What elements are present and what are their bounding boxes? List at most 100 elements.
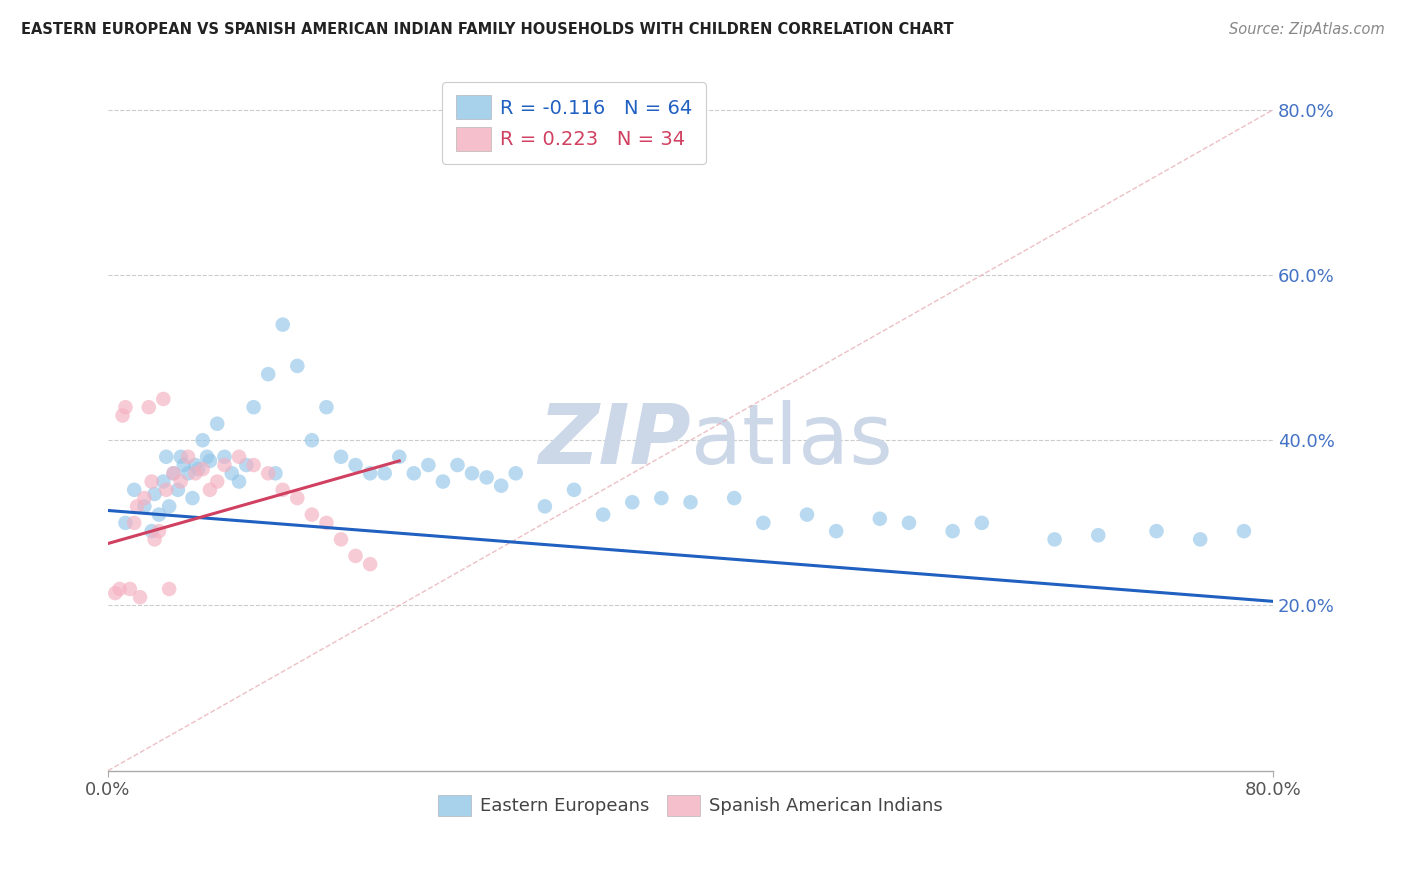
Point [134,491,156,505]
Point [315,401,337,415]
Point [184,458,207,472]
Point [257,467,280,481]
Point [344,458,367,472]
Point [170,475,193,489]
Point [359,557,381,571]
Point [489,478,512,492]
Point [114,516,136,530]
Point [221,467,243,481]
Point [621,495,644,509]
Point [122,516,145,530]
Point [214,450,236,464]
Point [148,508,170,522]
Point [315,516,337,530]
Point [141,524,163,538]
Point [432,475,454,489]
Point [198,483,221,497]
Point [301,508,323,522]
Text: atlas: atlas [690,401,893,481]
Point [134,500,156,514]
Point [177,450,200,464]
Point [184,467,207,481]
Text: ZIP: ZIP [538,401,690,481]
Point [157,582,180,596]
Point [157,500,180,514]
Point [796,508,818,522]
Point [152,475,174,489]
Point [1146,524,1168,538]
Point [942,524,965,538]
Point [264,467,287,481]
Point [1043,533,1066,547]
Point [650,491,672,505]
Point [1233,524,1256,538]
Point [181,491,204,505]
Point [214,458,236,472]
Point [475,470,498,484]
Point [162,467,184,481]
Point [505,467,527,481]
Point [461,467,484,481]
Point [534,500,557,514]
Point [285,491,308,505]
Point [111,409,134,423]
Point [170,450,193,464]
Point [127,500,149,514]
Point [173,458,195,472]
Point [388,450,411,464]
Point [257,367,280,381]
Point [752,516,775,530]
Point [330,450,353,464]
Point [143,533,166,547]
Point [228,450,250,464]
Point [114,401,136,415]
Point [869,512,891,526]
Point [187,462,209,476]
Point [108,582,131,596]
Point [152,392,174,406]
Point [205,417,228,431]
Point [1087,528,1109,542]
Point [330,533,353,547]
Point [129,591,152,605]
Point [1189,533,1212,547]
Point [271,318,294,332]
Point [446,458,468,472]
Point [162,467,184,481]
Point [195,450,218,464]
Point [723,491,745,505]
Point [897,516,920,530]
Point [592,508,614,522]
Point [104,586,127,600]
Point [242,458,264,472]
Point [155,483,177,497]
Point [191,434,214,448]
Point [235,458,257,472]
Point [177,467,200,481]
Point [143,487,166,501]
Point [191,462,214,476]
Point [301,434,323,448]
Point [970,516,993,530]
Point [825,524,848,538]
Point [344,549,367,563]
Point [198,454,221,468]
Point [418,458,440,472]
Point [374,467,396,481]
Legend: Eastern Europeans, Spanish American Indians: Eastern Europeans, Spanish American Indi… [429,786,952,825]
Point [402,467,425,481]
Point [155,450,177,464]
Point [138,401,160,415]
Point [242,401,264,415]
Point [285,359,308,373]
Point [148,524,170,538]
Point [228,475,250,489]
Text: Source: ZipAtlas.com: Source: ZipAtlas.com [1229,22,1385,37]
Point [359,467,381,481]
Point [562,483,585,497]
Point [167,483,190,497]
Point [141,475,163,489]
Point [205,475,228,489]
Text: EASTERN EUROPEAN VS SPANISH AMERICAN INDIAN FAMILY HOUSEHOLDS WITH CHILDREN CORR: EASTERN EUROPEAN VS SPANISH AMERICAN IND… [21,22,953,37]
Point [122,483,145,497]
